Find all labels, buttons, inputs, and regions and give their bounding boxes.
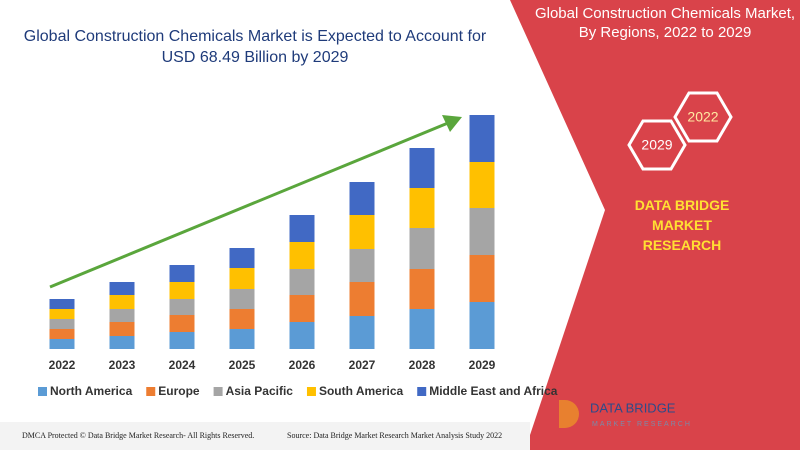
arrow-head xyxy=(442,115,462,132)
bar-segment xyxy=(229,329,255,349)
hexagon-label: 2022 xyxy=(687,109,718,125)
trend-arrow xyxy=(49,121,449,289)
x-tick-label: 2023 xyxy=(109,358,136,372)
bar-segment xyxy=(169,315,195,332)
legend-swatch xyxy=(213,387,223,396)
x-tick-label: 2025 xyxy=(229,358,256,372)
bar-segment xyxy=(169,332,195,349)
bar-segment xyxy=(109,282,135,295)
bar-segment xyxy=(109,336,135,349)
x-tick-label: 2022 xyxy=(49,358,76,372)
footer-left: DMCA Protected © Data Bridge Market Rese… xyxy=(22,431,254,440)
bar-segment xyxy=(289,295,315,322)
x-tick-label: 2029 xyxy=(469,358,496,372)
logo-mark xyxy=(559,400,579,428)
footer-bar xyxy=(0,422,530,450)
bar-segment xyxy=(409,228,435,269)
hexagon xyxy=(673,91,733,143)
x-tick-label: 2027 xyxy=(349,358,376,372)
x-tick-label: 2024 xyxy=(169,358,196,372)
bar-segment xyxy=(169,282,195,299)
hexagon xyxy=(627,119,687,171)
bar-segment xyxy=(229,289,255,309)
hexagon-label: 2029 xyxy=(641,137,672,153)
x-tick-label: 2026 xyxy=(289,358,316,372)
logo-name: DATA BRIDGE xyxy=(590,400,676,415)
bar-segment xyxy=(49,299,75,309)
bar-segment xyxy=(49,309,75,319)
bar-segment xyxy=(469,115,495,162)
logo-tagline: MARKET RESEARCH xyxy=(592,421,692,428)
bar-segment xyxy=(289,242,315,269)
bar-segment xyxy=(409,269,435,309)
panel-brand: DATA BRIDGE MARKET RESEARCH xyxy=(634,197,730,253)
bar-segment xyxy=(49,329,75,339)
bar-segment xyxy=(229,248,255,268)
legend-swatch xyxy=(146,387,156,396)
bar-segment xyxy=(349,316,375,349)
legend-label: North America xyxy=(50,384,133,398)
legend-swatch xyxy=(38,387,47,396)
bar-segment xyxy=(49,319,75,329)
bar-segment xyxy=(349,215,375,249)
legend-swatch xyxy=(306,387,316,396)
legend-label: Europe xyxy=(158,384,200,398)
bar-segment xyxy=(469,162,495,208)
legend-swatch xyxy=(417,387,427,396)
bar-segment xyxy=(349,182,375,215)
bar-segment xyxy=(409,188,435,228)
bar-segment xyxy=(349,249,375,282)
bar-segment xyxy=(289,322,315,349)
bar-segment xyxy=(409,148,435,188)
panel-title: Global Construction Chemicals Market, By… xyxy=(534,5,796,41)
x-tick-label: 2028 xyxy=(409,358,436,372)
bar-segment xyxy=(109,322,135,336)
bar-segment xyxy=(349,282,375,316)
legend-label: Asia Pacific xyxy=(226,384,294,398)
bar-segment xyxy=(469,255,495,302)
bar-segment xyxy=(289,215,315,242)
chart-title: Global Construction Chemicals Market is … xyxy=(23,28,487,66)
bar-segment xyxy=(229,268,255,289)
bar-segment xyxy=(409,309,435,349)
bar-segment xyxy=(49,339,75,349)
bar-segment xyxy=(469,302,495,349)
bar-segment xyxy=(109,295,135,309)
bar-segment xyxy=(109,309,135,322)
bar-segment xyxy=(169,265,195,282)
bar-segment xyxy=(469,208,495,255)
footer-right: Source: Data Bridge Market Research Mark… xyxy=(287,431,502,440)
bar-segment xyxy=(229,309,255,329)
bar-segment xyxy=(289,269,315,295)
legend-label: Middle East and Africa xyxy=(429,384,558,398)
legend-label: South America xyxy=(319,384,404,398)
bar-segment xyxy=(169,299,195,315)
